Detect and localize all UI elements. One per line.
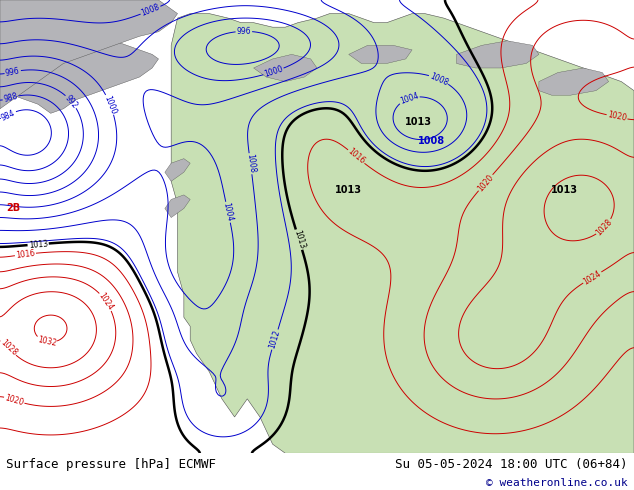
Text: 1020: 1020 (476, 172, 495, 193)
Text: 1013: 1013 (551, 185, 578, 196)
Text: 1013: 1013 (335, 185, 362, 196)
Text: 1000: 1000 (102, 94, 118, 115)
Text: 1004: 1004 (221, 202, 235, 222)
Text: Surface pressure [hPa] ECMWF: Surface pressure [hPa] ECMWF (6, 458, 216, 471)
Text: 1013: 1013 (29, 239, 48, 249)
Text: 1016: 1016 (346, 147, 366, 166)
Text: 1020: 1020 (607, 111, 628, 123)
Text: 1004: 1004 (399, 91, 420, 106)
Text: 1008: 1008 (140, 2, 161, 18)
Text: Su 05-05-2024 18:00 UTC (06+84): Su 05-05-2024 18:00 UTC (06+84) (395, 458, 628, 471)
Polygon shape (0, 36, 158, 113)
Text: 1000: 1000 (263, 64, 284, 79)
Text: 1013: 1013 (405, 118, 432, 127)
Text: 996: 996 (4, 66, 21, 78)
Text: 996: 996 (236, 27, 251, 36)
Text: 1032: 1032 (36, 335, 57, 348)
Text: 1008: 1008 (418, 136, 444, 146)
Text: © weatheronline.co.uk: © weatheronline.co.uk (486, 478, 628, 489)
Polygon shape (171, 14, 634, 453)
Text: 1013: 1013 (292, 229, 306, 250)
Polygon shape (165, 159, 190, 181)
Text: 1008: 1008 (245, 153, 256, 174)
Text: 1024: 1024 (581, 269, 603, 286)
Text: 1020: 1020 (4, 393, 25, 407)
Text: 1028: 1028 (0, 338, 18, 358)
Polygon shape (0, 0, 178, 109)
Text: 988: 988 (3, 92, 18, 104)
Text: 1028: 1028 (595, 218, 614, 237)
Polygon shape (165, 195, 190, 218)
Text: 2B: 2B (6, 203, 20, 214)
Polygon shape (539, 68, 609, 95)
Text: 1024: 1024 (97, 291, 115, 312)
Text: 984: 984 (0, 108, 17, 122)
Text: 1012: 1012 (268, 329, 282, 350)
Polygon shape (349, 46, 412, 64)
Text: 1008: 1008 (429, 71, 450, 87)
Text: 1016: 1016 (15, 249, 36, 260)
Text: 992: 992 (63, 93, 79, 110)
Polygon shape (254, 54, 317, 82)
Polygon shape (456, 41, 539, 68)
